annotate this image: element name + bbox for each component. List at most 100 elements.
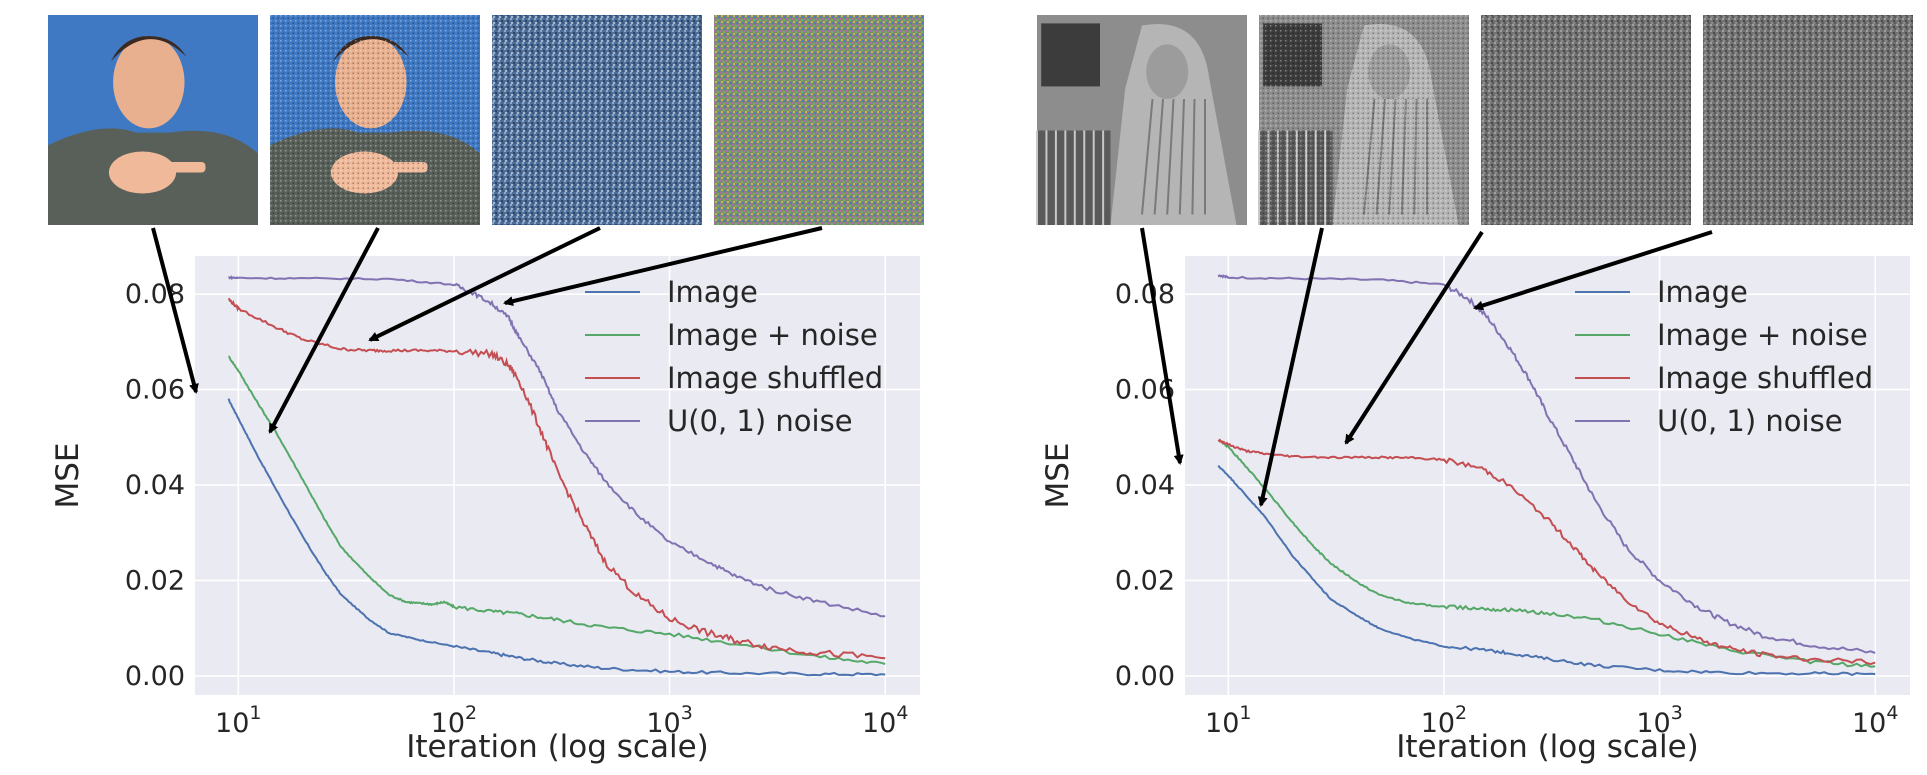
y-tick-label: 0.04	[1115, 470, 1175, 501]
x-tick-base: 10	[1205, 708, 1239, 739]
thumbnail-uniform-noise-color	[714, 15, 924, 225]
legend-label-uniform-noise: U(0, 1) noise	[1657, 404, 1843, 438]
x-axis-label: Iteration (log scale)	[1396, 729, 1699, 765]
annotation-arrows	[1140, 227, 1713, 507]
annotation-arrow	[151, 227, 199, 394]
thumb-fold	[1166, 98, 1175, 215]
x-tick-label: 103	[646, 702, 692, 739]
y-tick-label: 0.00	[125, 661, 185, 692]
y-tick-label: 0.08	[1115, 279, 1175, 310]
x-tick-base: 10	[1852, 708, 1886, 739]
series-line-uniform-noise	[228, 275, 886, 618]
x-tick-label: 102	[431, 702, 477, 739]
thumb-fold	[1153, 98, 1164, 215]
x-tick-label: 104	[862, 702, 908, 739]
thumb-shuffled-pixels	[492, 15, 702, 225]
thumb-noise-overlay	[270, 15, 480, 225]
x-tick-label: 102	[1421, 702, 1467, 739]
thumb-gray-noise	[1703, 15, 1913, 225]
thumbnail-portrait-noisy	[270, 15, 480, 225]
series-line-image-shuffled	[228, 297, 886, 660]
legend: Image Image + noise Image shuffled U(0, 1) …	[1575, 275, 1873, 438]
x-tick-base: 10	[1421, 708, 1455, 739]
thumb-fold	[1178, 98, 1185, 215]
legend-label-image-noise: Image + noise	[1657, 318, 1868, 352]
thumbnail-strip	[48, 15, 924, 225]
x-tick-base: 10	[431, 708, 465, 739]
grid	[195, 256, 920, 695]
legend-label-image: Image	[667, 275, 758, 309]
thumb-hand	[108, 151, 177, 194]
thumb-color-noise	[714, 15, 924, 225]
thumb-fold	[1141, 98, 1154, 215]
annotation-arrow	[1140, 227, 1184, 465]
x-tick-base: 10	[1636, 708, 1670, 739]
thumbnail-barbara-image	[1036, 15, 1247, 225]
legend-label-image-noise: Image + noise	[667, 318, 878, 352]
thumbnail-portrait-shuffled	[492, 15, 702, 225]
y-tick-label: 0.04	[125, 470, 185, 501]
x-tick-base: 10	[862, 708, 896, 739]
plot-area	[195, 256, 920, 695]
y-axis-label: MSE	[1040, 442, 1076, 508]
x-tick-exponent: 3	[1671, 702, 1683, 724]
legend-label-image-shuffled: Image shuffled	[667, 361, 883, 395]
y-tick-label: 0.00	[1115, 661, 1175, 692]
annotation-arrow	[368, 226, 601, 342]
thumbnail-barbara-shuffled	[1481, 15, 1691, 225]
series-line-image	[1217, 465, 1876, 677]
x-tick-base: 10	[646, 708, 680, 739]
x-tick-exponent: 1	[1239, 702, 1251, 724]
annotation-arrow	[1344, 230, 1484, 445]
annotation-arrow	[1473, 230, 1713, 311]
legend-label-uniform-noise: U(0, 1) noise	[667, 404, 853, 438]
x-tick-base: 10	[215, 708, 249, 739]
x-axis: 101 102 103 104	[1205, 702, 1898, 739]
series-line-image-noise	[228, 355, 886, 665]
legend-label-image: Image	[1657, 275, 1748, 309]
y-tick-label: 0.02	[125, 565, 185, 596]
y-tick-label: 0.02	[1115, 565, 1175, 596]
y-axis: 0.00 0.02 0.04 0.06 0.08	[125, 279, 185, 692]
thumb-face	[113, 35, 185, 129]
y-tick-label: 0.08	[125, 279, 185, 310]
x-tick-exponent: 4	[896, 702, 908, 724]
thumbnail-strip	[1036, 15, 1913, 225]
x-tick-exponent: 1	[249, 702, 261, 724]
x-tick-label: 101	[1205, 702, 1251, 739]
thumb-table	[1037, 130, 1111, 225]
x-tick-exponent: 3	[681, 702, 693, 724]
thumb-face	[1146, 44, 1189, 99]
thumb-noise-overlay	[1259, 15, 1469, 225]
x-tick-label: 101	[215, 702, 261, 739]
annotation-arrow	[268, 227, 380, 434]
thumb-finger	[163, 162, 206, 173]
x-axis: 101 102 103 104	[215, 702, 908, 739]
x-tick-exponent: 2	[465, 702, 477, 724]
series-line-uniform-noise	[1217, 274, 1876, 654]
y-axis-label: MSE	[50, 442, 86, 508]
y-tick-label: 0.06	[125, 375, 185, 406]
series-group	[227, 275, 886, 677]
thumbnail-portrait-image	[48, 15, 258, 225]
thumb-fold	[1191, 98, 1196, 215]
y-axis: 0.000.020.040.060.08	[1115, 279, 1175, 692]
x-tick-label: 103	[1636, 702, 1682, 739]
x-tick-exponent: 2	[1455, 702, 1467, 724]
thumb-hair	[111, 36, 187, 62]
series-line-image-shuffled	[1217, 438, 1876, 666]
thumb-chair	[1041, 23, 1100, 87]
legend: Image Image + noise Image shuffled U(0, 1) …	[585, 275, 883, 438]
plot-area	[1185, 256, 1910, 695]
annotation-arrow	[1257, 227, 1324, 507]
x-tick-label: 104	[1852, 702, 1898, 739]
annotation-arrows	[151, 226, 823, 434]
thumbnail-barbara-noisy	[1258, 15, 1469, 225]
x-tick-exponent: 4	[1886, 702, 1898, 724]
series-line-image	[227, 398, 886, 677]
legend-label-image-shuffled: Image shuffled	[1657, 361, 1873, 395]
x-axis-label: Iteration (log scale)	[406, 729, 709, 765]
